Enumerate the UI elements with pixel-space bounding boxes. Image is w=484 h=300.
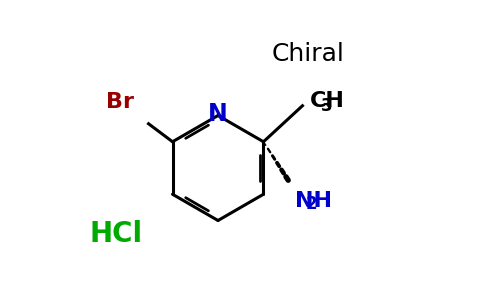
Text: 2: 2 bbox=[306, 195, 318, 213]
Text: 3: 3 bbox=[321, 97, 333, 116]
Text: N: N bbox=[208, 102, 228, 126]
Text: HCl: HCl bbox=[90, 220, 143, 248]
Text: Chiral: Chiral bbox=[272, 42, 345, 66]
Text: CH: CH bbox=[310, 91, 345, 111]
Text: Br: Br bbox=[106, 92, 134, 112]
Text: NH: NH bbox=[295, 191, 332, 211]
